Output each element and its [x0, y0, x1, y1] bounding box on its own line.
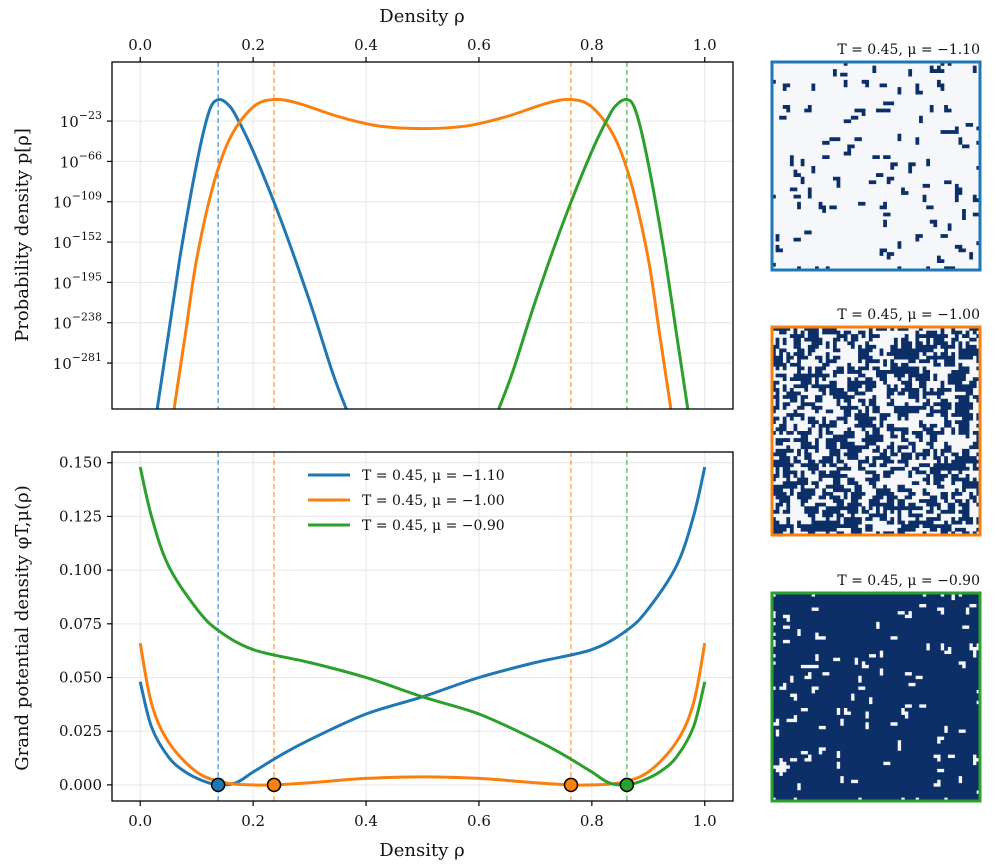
top-y-tick-label: 10−238: [53, 311, 102, 333]
top-y-tick-label: 10−23: [60, 109, 102, 131]
top-y-tick-label: 10−281: [53, 351, 102, 373]
bottom-series-line-3: [138, 466, 707, 787]
bottom-x-axis-label: Density ρ: [379, 840, 464, 861]
bottom-x-tick-label: 1.0: [693, 812, 717, 830]
snapshot-particles: [772, 327, 981, 536]
bottom-y-tick-label: 0.125: [59, 507, 102, 525]
bottom-series-line-2: [138, 642, 707, 787]
snapshot-frame: [770, 60, 982, 272]
bottom-y-tick-label: 0.025: [59, 722, 102, 740]
top-x-tick-label: 1.0: [693, 36, 717, 54]
lattice-snapshot-1: T = 0.45, μ = −1.10: [770, 42, 982, 272]
bottom-x-tick-label: 0.6: [467, 812, 491, 830]
top-y-ticks: 10−23 10−66 10−109 10−152 10−195 10−238 10−281: [53, 109, 112, 373]
bottom-x-tick-label: 0.4: [354, 812, 378, 830]
bottom-y-tick-label: 0.150: [59, 454, 102, 472]
top-series-line-1: [155, 97, 348, 409]
bottom-y-ticks: 0.000 0.025 0.050 0.075 0.100 0.125 0.150: [59, 454, 112, 794]
bottom-x-tick-label: 0.0: [128, 812, 152, 830]
bottom-x-ticks: 0.0 0.2 0.4 0.6 0.8 1.0: [128, 801, 717, 830]
top-x-tick-label: 0.4: [354, 36, 378, 54]
minimum-marker: [619, 777, 635, 793]
bottom-minimum-markers: [210, 777, 635, 793]
legend-label-3: T = 0.45, μ = −0.90: [362, 518, 505, 534]
snapshot-particles: [772, 593, 981, 802]
lattice-snapshot-2: T = 0.45, μ = −1.00: [770, 307, 982, 537]
bottom-y-tick-label: 0.050: [59, 669, 102, 687]
legend-label-2: T = 0.45, μ = −1.00: [362, 493, 505, 509]
top-series-line-2: [172, 97, 673, 409]
minimum-marker: [266, 777, 282, 793]
bottom-x-tick-label: 0.2: [241, 812, 265, 830]
bottom-series: [138, 466, 707, 787]
top-series-line-3: [497, 97, 690, 409]
top-x-tick-label: 0.8: [580, 36, 604, 54]
bottom-series-line-1: [138, 466, 707, 787]
bottom-y-tick-label: 0.000: [59, 776, 102, 794]
top-y-axis-label: Probability density p[ρ]: [12, 128, 33, 342]
minimum-marker: [210, 777, 226, 793]
top-coexistence-lines: [217, 62, 628, 409]
grand-potential-chart: 0.0 0.2 0.4 0.6 0.8 1.0 0.0000.0250.0500.0750…: [12, 451, 734, 861]
top-grid: [112, 62, 733, 409]
snapshot-frame: [770, 325, 982, 537]
top-series: [155, 97, 690, 409]
bottom-plot-frame: [111, 451, 734, 802]
probability-density-chart: 0.0 0.2 0.4 0.6 0.8 1.0 10−23 10−66 10−109 10−15…: [12, 6, 734, 410]
bottom-coexistence-lines: [217, 452, 628, 801]
legend: T = 0.45, μ = −1.10 T = 0.45, μ = −1.00 T …: [308, 468, 505, 534]
snapshot-frame: [770, 591, 982, 803]
bottom-y-axis-label: Grand potential density φT,μ(ρ): [12, 485, 33, 771]
snapshot-2-title: T = 0.45, μ = −1.00: [837, 307, 980, 323]
lattice-snapshot-3: T = 0.45, μ = −0.90: [770, 573, 982, 803]
snapshot-1-title: T = 0.45, μ = −1.10: [837, 42, 980, 58]
snapshot-3-title: T = 0.45, μ = −0.90: [837, 573, 980, 589]
bottom-y-tick-label: 0.100: [59, 561, 102, 579]
top-y-tick-label: 10−66: [60, 149, 102, 171]
bottom-x-tick-label: 0.8: [580, 812, 604, 830]
legend-label-1: T = 0.45, μ = −1.10: [362, 468, 505, 484]
top-y-tick-label: 10−195: [53, 270, 102, 292]
minimum-marker: [563, 777, 579, 793]
top-x-tick-label: 0.6: [467, 36, 491, 54]
top-x-ticks: 0.0 0.2 0.4 0.6 0.8 1.0: [128, 36, 717, 62]
top-y-tick-label: 10−109: [53, 190, 102, 212]
top-plot-frame: [111, 61, 734, 410]
snapshot-particles: [772, 62, 981, 271]
top-x-tick-label: 0.2: [241, 36, 265, 54]
top-x-axis-label: Density ρ: [379, 6, 464, 27]
top-x-tick-label: 0.0: [128, 36, 152, 54]
bottom-y-tick-label: 0.075: [59, 615, 102, 633]
top-y-tick-label: 10−152: [53, 230, 102, 252]
